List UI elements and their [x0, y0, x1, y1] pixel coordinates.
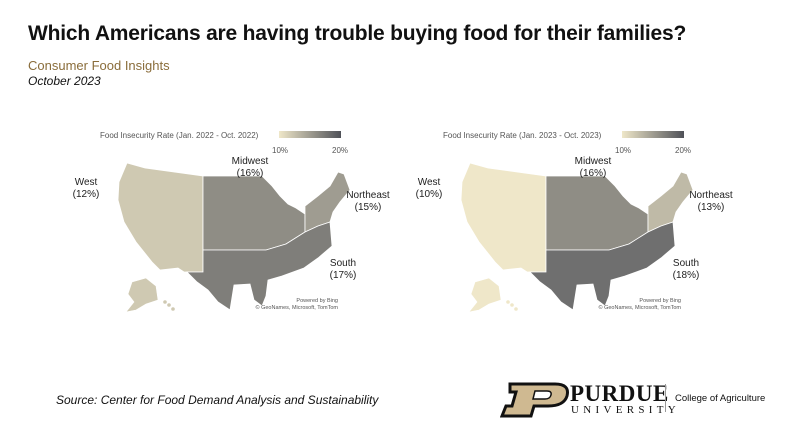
region-name-west: West [75, 177, 98, 188]
region-name-northeast: Northeast [346, 190, 390, 201]
legend-gradient [622, 131, 684, 138]
region-west-hawaii[interactable] [171, 307, 175, 311]
region-west-hawaii[interactable] [163, 300, 167, 304]
region-west[interactable] [117, 162, 204, 273]
region-name-midwest: Midwest [575, 156, 612, 167]
region-midwest[interactable] [202, 175, 306, 251]
region-west-alaska[interactable] [468, 277, 502, 313]
logo-university: UNIVERSITY [571, 404, 680, 416]
attribution-powered: Powered by Bing [639, 298, 681, 304]
region-west-hawaii[interactable] [167, 303, 171, 307]
region-name-northeast: Northeast [689, 190, 733, 201]
region-value-northeast: (15%) [355, 202, 382, 213]
region-west[interactable] [460, 162, 547, 273]
date: October 2023 [28, 74, 101, 88]
page-title: Which Americans are having trouble buyin… [28, 22, 687, 45]
region-value-south: (17%) [330, 270, 357, 281]
region-west-alaska[interactable] [125, 277, 159, 313]
region-south[interactable] [186, 221, 333, 311]
legend-gradient [279, 131, 341, 138]
region-value-northeast: (13%) [698, 202, 725, 213]
legend-min: 10% [615, 146, 631, 155]
region-name-south: South [330, 258, 356, 269]
attribution-powered: Powered by Bing [296, 298, 338, 304]
region-value-west: (12%) [73, 189, 100, 200]
region-name-west: West [418, 177, 441, 188]
region-value-midwest: (16%) [580, 168, 607, 179]
map-2023: Food Insecurity Rate (Jan. 2023 - Oct. 2… [416, 131, 733, 313]
region-south[interactable] [529, 221, 676, 311]
attribution-copyright: © GeoNames, Microsoft, TomTom [599, 304, 682, 311]
region-west-hawaii[interactable] [510, 303, 514, 307]
logo-purdue: PURDUE [570, 381, 669, 406]
attribution-copyright: © GeoNames, Microsoft, TomTom [256, 304, 339, 311]
college-label: College of Agriculture [675, 393, 766, 404]
legend-min: 10% [272, 146, 288, 155]
legend-max: 20% [332, 146, 348, 155]
region-west-hawaii[interactable] [514, 307, 518, 311]
region-value-midwest: (16%) [237, 168, 264, 179]
source-note: Source: Center for Food Demand Analysis … [56, 393, 379, 407]
legend-title: Food Insecurity Rate (Jan. 2022 - Oct. 2… [100, 131, 259, 140]
purdue-p-logo-icon [500, 382, 569, 418]
logo-divider [665, 384, 666, 412]
map-2022: Food Insecurity Rate (Jan. 2022 - Oct. 2… [73, 131, 390, 313]
region-value-south: (18%) [673, 270, 700, 281]
region-name-south: South [673, 258, 699, 269]
region-name-midwest: Midwest [232, 156, 269, 167]
region-west-hawaii[interactable] [506, 300, 510, 304]
subtitle: Consumer Food Insights [28, 58, 170, 73]
legend-title: Food Insecurity Rate (Jan. 2023 - Oct. 2… [443, 131, 602, 140]
legend-max: 20% [675, 146, 691, 155]
region-value-west: (10%) [416, 189, 443, 200]
region-midwest[interactable] [545, 175, 649, 251]
